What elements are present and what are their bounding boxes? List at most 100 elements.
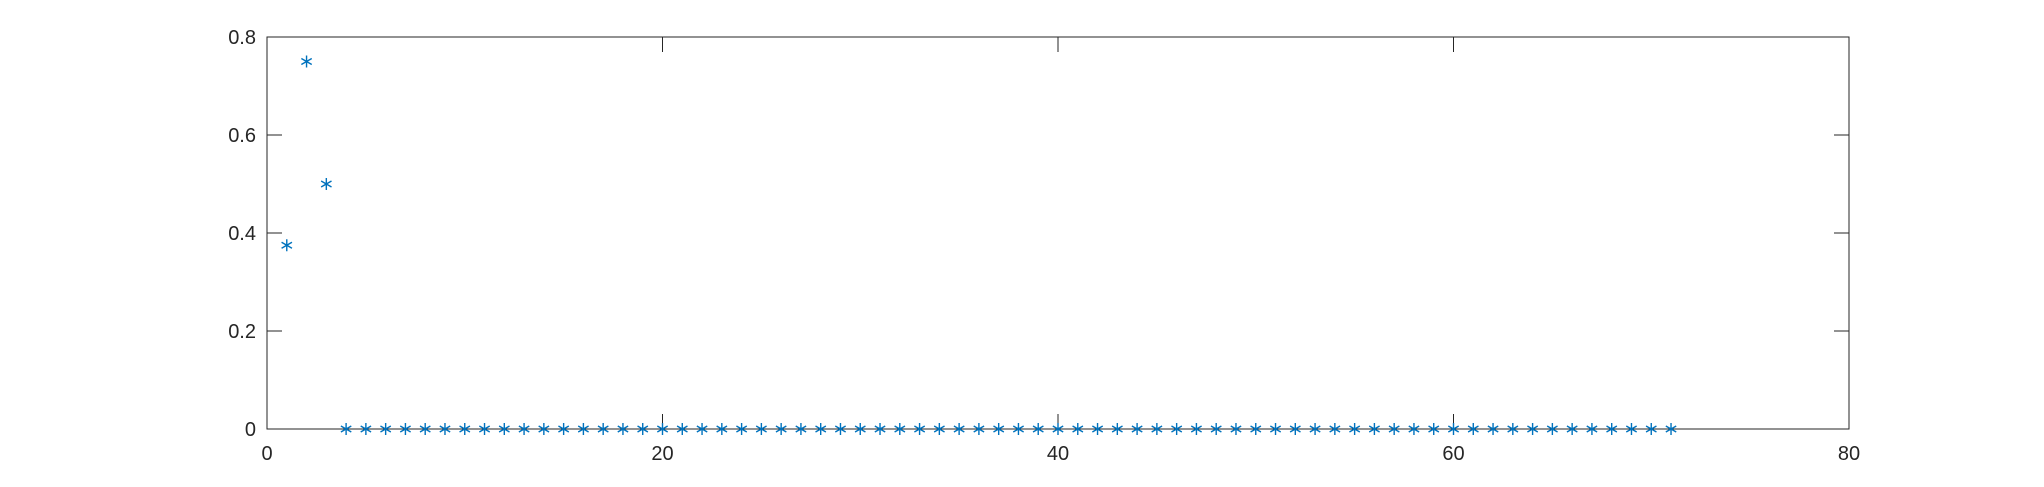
data-point: [656, 423, 669, 435]
data-point: [1507, 423, 1519, 435]
data-point: [993, 423, 1005, 435]
data-point: [696, 423, 708, 435]
data-point: [281, 239, 293, 252]
data-point: [1171, 423, 1183, 435]
asterisk-marker: [1428, 423, 1440, 435]
asterisk-marker: [1368, 423, 1380, 435]
asterisk-marker: [1092, 423, 1104, 435]
data-point: [874, 423, 886, 435]
data-point: [1092, 423, 1104, 435]
asterisk-marker: [1269, 423, 1282, 435]
data-point: [1566, 423, 1578, 435]
data-point: [894, 423, 906, 435]
data-point: [1289, 423, 1301, 435]
asterisk-marker: [558, 423, 570, 435]
asterisk-marker: [815, 423, 827, 435]
data-point: [815, 423, 827, 435]
x-tick-label: 20: [651, 443, 673, 465]
asterisk-marker: [419, 423, 431, 435]
data-point: [459, 423, 471, 435]
data-point: [1131, 423, 1143, 435]
data-point: [1467, 423, 1479, 435]
asterisk-marker: [676, 423, 688, 435]
data-point: [1487, 423, 1499, 435]
data-point: [1309, 423, 1321, 435]
asterisk-marker: [1329, 423, 1341, 435]
asterisk-marker: [538, 423, 550, 435]
asterisk-marker: [1111, 423, 1123, 435]
asterisk-marker: [894, 423, 906, 435]
asterisk-marker: [914, 423, 926, 435]
data-point: [617, 423, 629, 435]
asterisk-marker: [1012, 423, 1024, 435]
asterisk-marker: [1190, 423, 1202, 435]
data-point: [1645, 423, 1657, 435]
data-point: [1625, 423, 1638, 435]
asterisk-marker: [577, 423, 589, 435]
asterisk-marker: [439, 423, 451, 435]
asterisk-marker: [696, 423, 708, 435]
asterisk-marker: [617, 423, 629, 435]
tick-labels: 0 20 40 60 80 0 0.2 0.4 0.6 0.8: [228, 27, 1860, 465]
data-point: [1447, 423, 1460, 435]
data-point: [914, 423, 926, 435]
asterisk-marker: [320, 178, 332, 190]
data-point: [716, 423, 728, 435]
asterisk-marker: [993, 423, 1005, 435]
data-point: [973, 423, 985, 435]
data-point: [1606, 423, 1618, 435]
asterisk-marker: [775, 423, 787, 435]
asterisk-marker: [1289, 423, 1301, 435]
asterisk-marker: [1388, 423, 1400, 435]
asterisk-marker: [795, 423, 807, 435]
data-point: [795, 423, 807, 435]
data-point: [1250, 423, 1262, 435]
asterisk-marker: [755, 423, 767, 435]
asterisk-marker: [1171, 423, 1183, 435]
asterisk-marker: [1487, 423, 1499, 435]
data-point: [1230, 423, 1242, 435]
asterisk-marker: [340, 423, 352, 435]
asterisk-marker: [1309, 423, 1321, 435]
asterisk-marker: [1507, 423, 1519, 435]
asterisk-marker: [301, 55, 313, 68]
asterisk-marker: [399, 423, 411, 435]
asterisk-marker: [1052, 423, 1064, 435]
data-point: [419, 423, 431, 435]
data-point: [558, 423, 570, 435]
asterisk-marker: [656, 423, 669, 435]
asterisk-marker: [281, 239, 293, 252]
asterisk-marker: [360, 423, 372, 435]
x-tick-label: 60: [1442, 443, 1464, 465]
asterisk-marker: [1447, 423, 1460, 435]
y-tick-label: 0.4: [228, 223, 256, 245]
asterisk-marker: [1250, 423, 1262, 435]
asterisk-marker: [380, 423, 392, 435]
data-point: [439, 423, 451, 435]
data-point: [953, 423, 965, 435]
asterisk-marker: [736, 423, 748, 435]
plot-area-box: [266, 36, 1850, 430]
data-point: [498, 423, 510, 435]
asterisk-marker: [1566, 423, 1578, 435]
asterisk-marker: [1408, 423, 1420, 435]
asterisk-marker: [1625, 423, 1638, 435]
y-tick-label: 0.2: [228, 321, 256, 343]
data-point: [1151, 423, 1163, 435]
y-tick-label: 0: [245, 419, 256, 441]
data-point: [1349, 423, 1361, 435]
data-point: [1368, 423, 1380, 435]
data-point: [1586, 423, 1598, 435]
data-point: [1388, 423, 1400, 435]
asterisk-marker: [1645, 423, 1657, 435]
data-point: [301, 55, 313, 68]
asterisk-marker: [933, 423, 945, 435]
data-point: [340, 423, 352, 435]
data-point: [1269, 423, 1282, 435]
data-point: [854, 423, 866, 435]
asterisk-marker: [498, 423, 510, 435]
data-point: [1052, 423, 1064, 435]
data-point: [1329, 423, 1341, 435]
